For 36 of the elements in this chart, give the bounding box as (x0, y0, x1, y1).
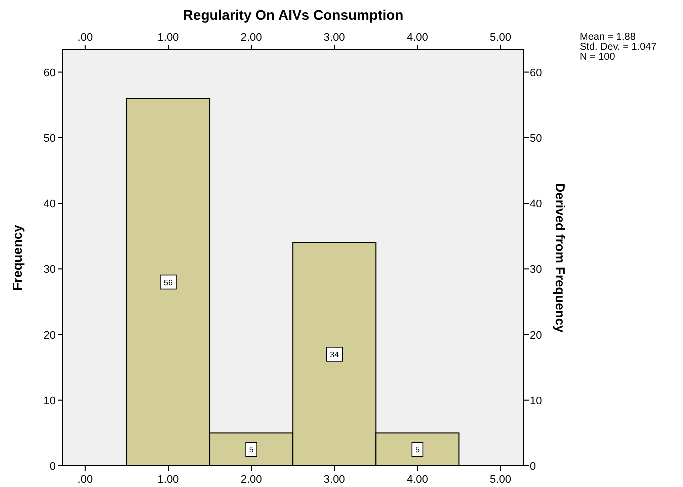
y2-tick-label: 30 (530, 264, 542, 276)
data-label: 5 (415, 446, 420, 455)
text: Mean = 1.88 (580, 32, 636, 43)
y-axis-title: Frequency (10, 224, 25, 291)
y2-tick-label: 20 (530, 330, 542, 342)
x-tick-label: .00 (78, 32, 94, 44)
y-tick-label: 60 (44, 67, 56, 80)
x-tick-label: 2.00 (240, 32, 262, 44)
y2-axis-title: Derived from Frequency (553, 183, 568, 334)
x-tick-label: 1.00 (158, 32, 180, 44)
y2-tick-label: 0 (530, 461, 536, 473)
x2-tick-label: .00 (78, 474, 94, 486)
y2-tick-label: 60 (530, 67, 542, 80)
data-label: 34 (330, 350, 340, 360)
x-tick-label: 5.00 (490, 32, 512, 44)
y-tick-label: 40 (44, 198, 56, 211)
x2-tick-label: 1.00 (158, 474, 180, 486)
y2-tick-label: 10 (530, 395, 542, 408)
x2-tick-label: 2.00 (240, 474, 262, 486)
y2-tick-label: 50 (530, 132, 542, 145)
data-label: 5 (249, 446, 254, 455)
y-tick-label: 30 (44, 264, 56, 276)
y-tick-label: 10 (44, 395, 56, 408)
x2-tick-label: 3.00 (324, 474, 346, 486)
x-tick-label: 3.00 (324, 32, 346, 44)
chart-title: Regularity On AIVs Consumption (183, 7, 404, 23)
y-tick-label: 50 (44, 132, 56, 145)
y-tick-label: 0 (50, 461, 56, 473)
data-label: 56 (164, 278, 174, 288)
y2-tick-label: 40 (530, 198, 542, 211)
x-tick-label: 4.00 (406, 32, 428, 44)
text: Std. Dev. = 1.047 (580, 42, 658, 53)
y-tick-label: 20 (44, 330, 56, 342)
text: N = 100 (580, 52, 616, 63)
x2-tick-label: 5.00 (490, 474, 512, 486)
x2-tick-label: 4.00 (406, 474, 428, 486)
